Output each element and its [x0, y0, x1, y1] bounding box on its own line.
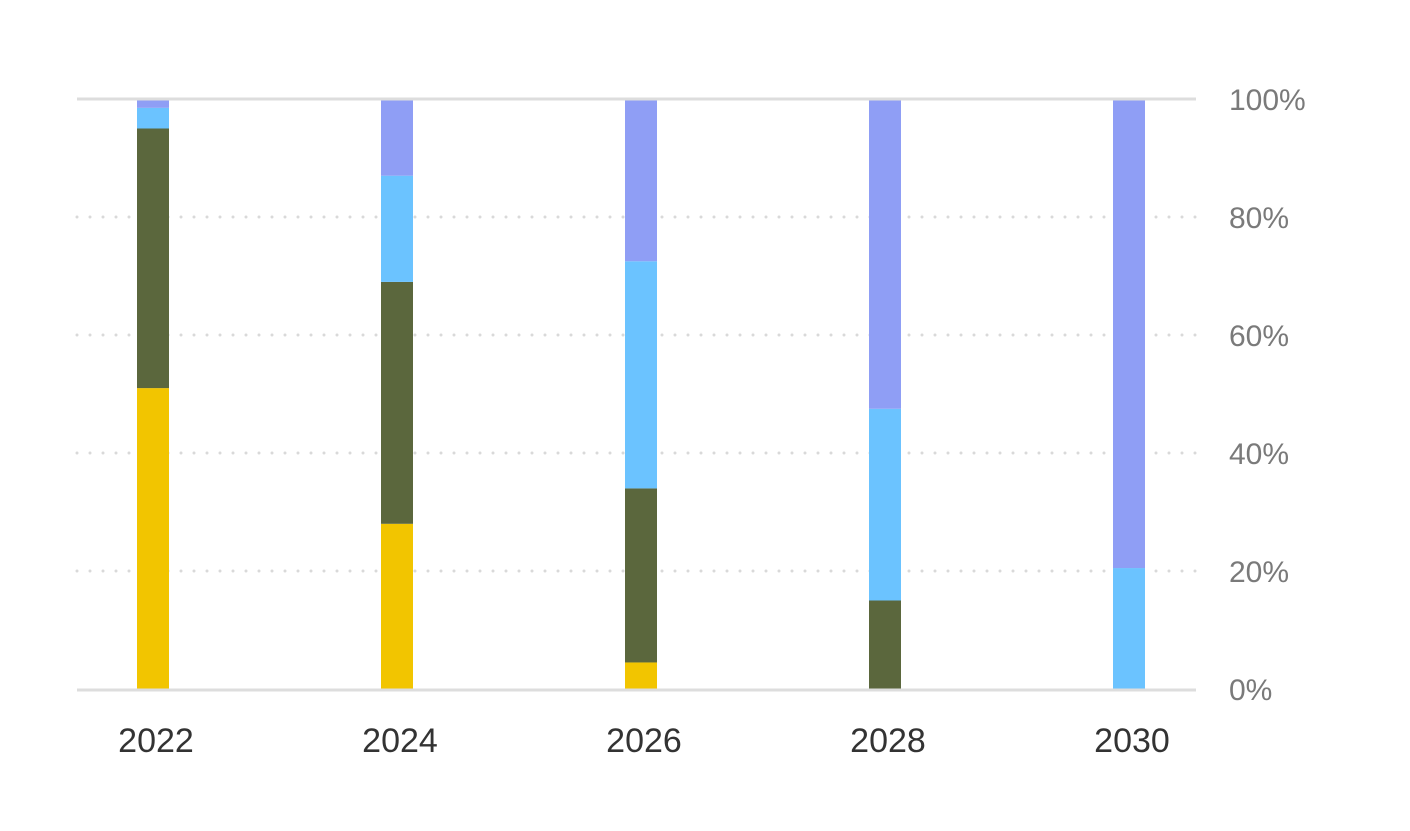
y-tick-label-100: 100%	[1229, 84, 1306, 117]
bar-segment-2026-series-1	[625, 662, 657, 689]
bar-segment-2026-series-3	[625, 261, 657, 489]
x-tick-label-2028: 2028	[850, 722, 926, 760]
y-tick-label-0: 0%	[1229, 674, 1272, 707]
axis-lines	[77, 97, 1196, 692]
bar-segment-2024-series-2	[381, 281, 413, 524]
bar-segment-2026-series-4	[625, 99, 657, 262]
bar-segment-2028-series-2	[869, 600, 901, 689]
bar-segment-2022-series-4	[137, 99, 169, 108]
x-axis-ticks: 2022 2024 2026 2028 2030	[118, 722, 1170, 760]
bar-segment-2022-series-1	[137, 388, 169, 689]
x-tick-label-2026: 2026	[606, 722, 682, 760]
y-tick-label-20: 20%	[1229, 556, 1289, 589]
bars	[137, 99, 1145, 689]
y-tick-label-60: 60%	[1229, 320, 1289, 353]
bar-segment-2024-series-4	[381, 99, 413, 176]
bar-segment-2028-series-3	[869, 408, 901, 601]
x-tick-label-2024: 2024	[362, 722, 438, 760]
bar-segment-2030-series-3	[1113, 568, 1145, 689]
y-tick-label-80: 80%	[1229, 202, 1289, 235]
bar-segment-2028-series-4	[869, 99, 901, 409]
x-tick-label-2030: 2030	[1094, 722, 1170, 760]
bar-segment-2022-series-2	[137, 128, 169, 389]
bar-segment-2026-series-2	[625, 488, 657, 663]
bar-segment-2022-series-3	[137, 107, 169, 129]
bar-segment-2024-series-3	[381, 175, 413, 282]
x-tick-label-2022: 2022	[118, 722, 194, 760]
y-axis-ticks: 0% 20% 40% 60% 80% 100%	[1229, 84, 1306, 707]
bar-segment-2030-series-4	[1113, 99, 1145, 569]
bar-segment-2024-series-1	[381, 523, 413, 689]
y-tick-label-40: 40%	[1229, 438, 1289, 471]
